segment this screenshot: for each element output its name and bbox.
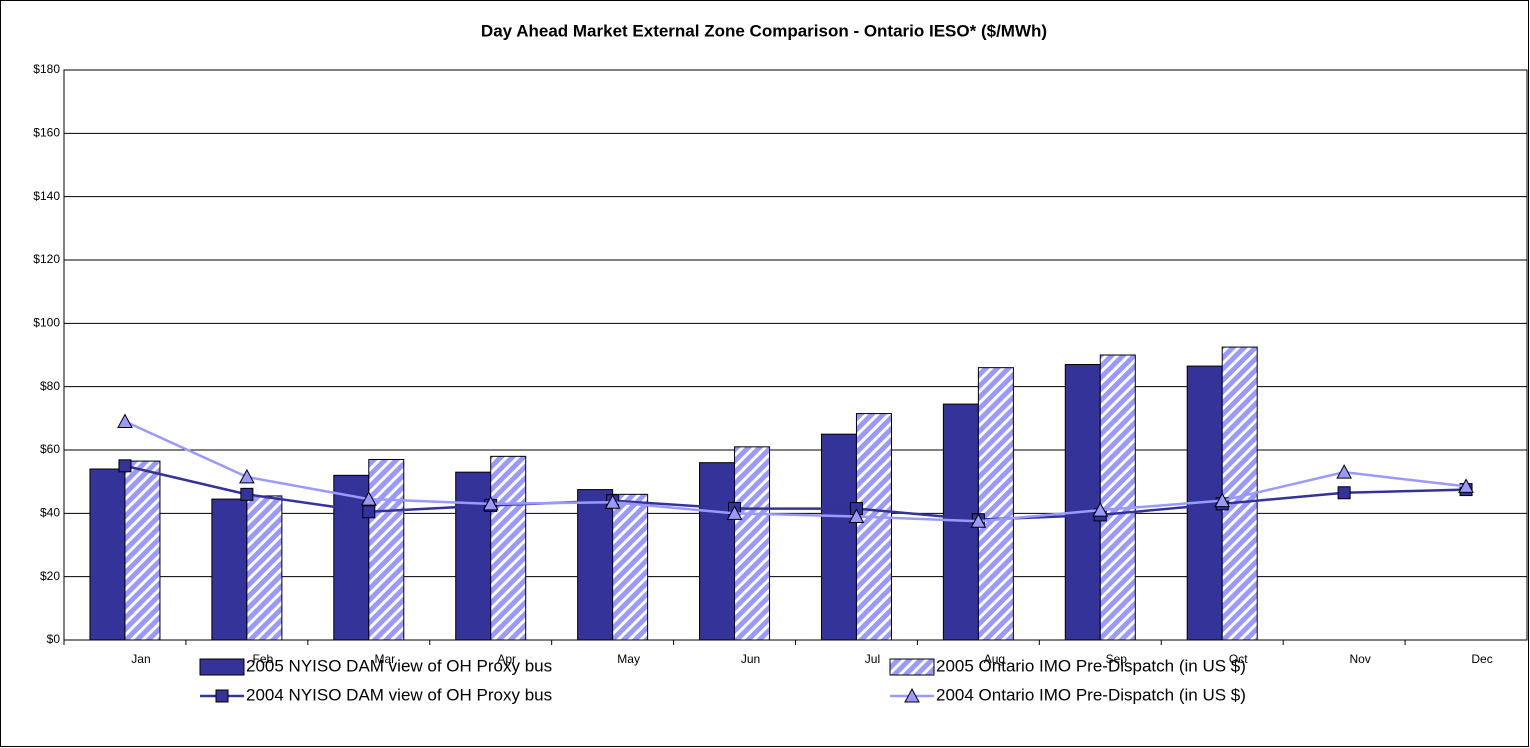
point (1214, 492, 1231, 508)
y-tick-label: $20 (40, 569, 60, 583)
bar (1099, 354, 1136, 641)
legend-label: 2004 Ontario IMO Pre-Dispatch (in US $) (936, 685, 1246, 704)
x-tick-label: Feb (253, 652, 274, 666)
bar (89, 468, 126, 641)
y-tick-label: $120 (33, 252, 60, 266)
point (239, 468, 255, 484)
point (970, 513, 987, 528)
y-tick-label: $160 (33, 126, 60, 140)
x-tick-label: Dec (1471, 652, 1492, 666)
point (362, 505, 376, 519)
line (124, 420, 1467, 523)
point (240, 487, 254, 501)
bar (699, 462, 736, 641)
bar (1064, 364, 1101, 641)
y-tick-label: $140 (33, 189, 60, 203)
legend-swatch (199, 658, 245, 676)
point (1092, 502, 1109, 517)
bar (612, 493, 649, 641)
x-tick-label: Jan (131, 652, 150, 666)
bar (211, 498, 248, 641)
bar (124, 460, 161, 641)
point (848, 508, 865, 523)
point (1336, 464, 1352, 479)
y-tick-label: $60 (40, 442, 60, 456)
point (726, 505, 743, 520)
x-tick-label: Jul (865, 652, 880, 666)
legend-swatch (889, 658, 935, 676)
y-tick-label: $80 (40, 379, 60, 393)
legend-marker (215, 689, 229, 703)
bar (820, 433, 857, 641)
bar (333, 474, 370, 641)
y-tick-label: $180 (33, 62, 60, 76)
bar (977, 367, 1014, 641)
legend-label: 2004 NYISO DAM view of OH Proxy bus (246, 685, 552, 704)
point (604, 494, 621, 509)
point (360, 491, 377, 506)
point (1458, 478, 1474, 493)
bar (368, 459, 405, 641)
legend-marker (904, 687, 920, 703)
x-tick-label: May (617, 652, 640, 666)
x-tick-label: Nov (1349, 652, 1370, 666)
legend-label: 2005 NYISO DAM view of OH Proxy bus (246, 656, 552, 675)
y-tick-label: $100 (33, 316, 60, 330)
x-tick-label: Aug (984, 652, 1005, 666)
bar (734, 446, 771, 641)
x-tick-label: Mar (374, 652, 395, 666)
line (124, 464, 1467, 521)
point (117, 413, 133, 428)
bar (855, 413, 892, 641)
y-tick-label: $0 (47, 632, 61, 646)
legend-label: 2005 Ontario IMO Pre-Dispatch (in US $) (936, 656, 1246, 675)
bar (490, 455, 527, 641)
point (118, 459, 132, 473)
bar (246, 495, 283, 641)
x-tick-label: Apr (497, 652, 516, 666)
x-tick-label: Jun (741, 652, 760, 666)
bar (455, 471, 492, 641)
chart-title: Day Ahead Market External Zone Compariso… (481, 21, 1047, 40)
bar (1221, 346, 1258, 641)
bar (577, 489, 614, 641)
x-tick-label: Oct (1229, 652, 1248, 666)
y-tick-label: $40 (40, 506, 60, 520)
point (1337, 486, 1351, 500)
x-tick-label: Sep (1106, 652, 1128, 666)
point (482, 495, 499, 511)
